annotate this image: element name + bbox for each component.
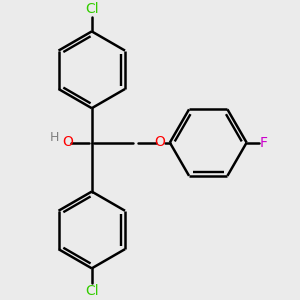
Text: O: O <box>154 135 165 149</box>
Text: O: O <box>62 135 74 149</box>
Text: H: H <box>49 131 59 144</box>
Text: Cl: Cl <box>85 284 99 298</box>
Text: F: F <box>259 136 267 150</box>
Text: Cl: Cl <box>85 2 99 16</box>
